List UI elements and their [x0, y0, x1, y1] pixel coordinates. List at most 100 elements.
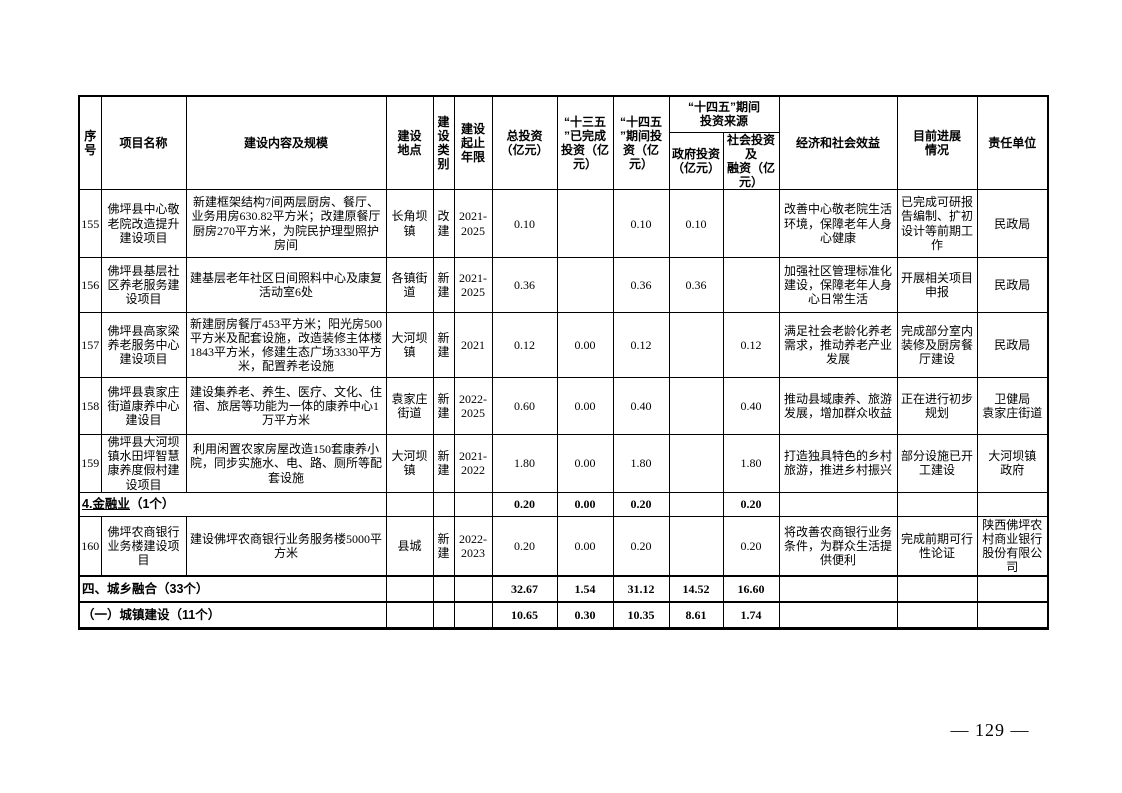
cell-progress: 已完成可研报告编制、扩初设计等前期工作 [896, 189, 978, 259]
cell-gov [668, 377, 724, 436]
cell-category: 新 建 [432, 312, 455, 379]
header-14th-source-group: “十四五”期间 投资来源 [668, 95, 780, 133]
cell-invest14: 0.10 [612, 189, 670, 259]
cell-content: 建设集养老、养生、医疗、文化、住宿、旅居等功能为一体的康养中心1万平方米 [185, 377, 387, 436]
cell-years: 2021- 2025 [453, 189, 493, 259]
cell-done13: 0.00 [556, 377, 614, 436]
cell-gov [668, 491, 724, 517]
section-label-count: （1个） [129, 496, 175, 511]
cell-progress: 部分设施已开工建设 [896, 434, 978, 493]
cell-benefit: 改善中心敬老院生活环境，保障老年人身心健康 [778, 189, 898, 259]
cell-gov [668, 312, 724, 379]
cell-unit: 陕西佛坪农村商业银行股份有限公司 [976, 515, 1049, 577]
project-table: 序 号 项目名称 建设内容及规模 建设 地点 建 设 类 别 建设 起止 年限 … [78, 95, 1049, 630]
cell-seq: 155 [78, 189, 102, 259]
cell-empty [432, 601, 455, 629]
table-row: 157 佛坪县高家梁养老服务中心建设项目 新建厨房餐厅453平方米；阳光房500… [78, 312, 1049, 379]
cell-project-name: 佛坪县中心敬老院改造提升建设项目 [100, 189, 187, 259]
cell-project-name: 佛坪县高家梁养老服务中心建设项目 [100, 312, 187, 379]
header-years: 建设 起止 年限 [453, 95, 493, 191]
cell-social: 0.40 [722, 377, 780, 436]
cell-empty [385, 575, 434, 603]
cell-gov [668, 515, 724, 577]
header-gov-investment: 政府投资 （亿元） [668, 131, 724, 191]
cell-seq: 158 [78, 377, 102, 436]
cell-seq: 160 [78, 515, 102, 577]
cell-category: 新 建 [432, 257, 455, 314]
summary-row-town-construction: （一）城镇建设（11个） 10.65 0.30 10.35 8.61 1.74 [78, 601, 1049, 629]
cell-empty [432, 491, 455, 517]
cell-empty [453, 601, 493, 629]
cell-social: 16.60 [722, 575, 780, 603]
cell-social [722, 257, 780, 314]
cell-done13: 0.30 [556, 601, 614, 629]
cell-project-name: 佛坪县大河坝镇水田坪智慧康养度假村建设项目 [100, 434, 187, 493]
cell-empty [778, 601, 898, 629]
cell-unit: 卫健局 袁家庄街道 [976, 377, 1049, 436]
cell-content: 建设佛坪农商银行业务服务楼5000平方米 [185, 515, 387, 577]
cell-done13 [556, 257, 614, 314]
cell-benefit: 满足社会老龄化养老需求，推动养老产业发展 [778, 312, 898, 379]
table-row: 156 佛坪县基层社区养老服务建设项目 建基层老年社区日间照料中心及康复活动室6… [78, 257, 1049, 314]
cell-invest14: 10.35 [612, 601, 670, 629]
cell-total: 0.36 [491, 257, 558, 314]
cell-content: 建基层老年社区日间照料中心及康复活动室6处 [185, 257, 387, 314]
cell-progress: 完成部分室内装修及厨房餐厅建设 [896, 312, 978, 379]
cell-total: 10.65 [491, 601, 558, 629]
header-progress: 目前进展 情况 [896, 95, 978, 191]
cell-invest14: 0.40 [612, 377, 670, 436]
cell-invest14: 0.12 [612, 312, 670, 379]
cell-invest14: 0.20 [612, 491, 670, 517]
header-location: 建设 地点 [385, 95, 434, 191]
cell-total: 32.67 [491, 575, 558, 603]
cell-empty [976, 575, 1049, 603]
cell-unit: 民政局 [976, 312, 1049, 379]
cell-total: 0.10 [491, 189, 558, 259]
cell-years: 2021 [453, 312, 493, 379]
cell-social: 0.20 [722, 515, 780, 577]
table-row: 155 佛坪县中心敬老院改造提升建设项目 新建框架结构7间两层厨房、餐厅、业务用… [78, 189, 1049, 259]
cell-empty [453, 491, 493, 517]
cell-empty [778, 491, 898, 517]
cell-location: 长角坝镇 [385, 189, 434, 259]
cell-category: 新 建 [432, 377, 455, 436]
cell-social: 1.74 [722, 601, 780, 629]
cell-done13: 0.00 [556, 312, 614, 379]
cell-progress: 正在进行初步规划 [896, 377, 978, 436]
page-number: — 129 — [950, 720, 1030, 740]
cell-content: 新建框架结构7间两层厨房、餐厅、业务用房630.82平方米；改建原餐厅厨房270… [185, 189, 387, 259]
cell-done13: 0.00 [556, 434, 614, 493]
cell-location: 各镇街道 [385, 257, 434, 314]
table-row: 158 佛坪县袁家庄街道康养中心建设目 建设集养老、养生、医疗、文化、住宿、旅居… [78, 377, 1049, 436]
cell-total: 0.20 [491, 491, 558, 517]
table-header-row-1: 序 号 项目名称 建设内容及规模 建设 地点 建 设 类 别 建设 起止 年限 … [78, 95, 1049, 191]
cell-years: 2021- 2022 [453, 434, 493, 493]
header-project-name: 项目名称 [100, 95, 187, 191]
cell-benefit: 打造独具特色的乡村旅游，推进乡村振兴 [778, 434, 898, 493]
cell-empty [976, 491, 1049, 517]
cell-years: 2021- 2025 [453, 257, 493, 314]
cell-seq: 157 [78, 312, 102, 379]
summary-row-urban-rural: 四、城乡融合（33个） 32.67 1.54 31.12 14.52 16.60 [78, 575, 1049, 603]
cell-seq: 159 [78, 434, 102, 493]
cell-invest14: 1.80 [612, 434, 670, 493]
cell-empty [385, 601, 434, 629]
cell-empty [432, 575, 455, 603]
cell-total: 0.60 [491, 377, 558, 436]
cell-gov: 0.10 [668, 189, 724, 259]
cell-unit: 民政局 [976, 257, 1049, 314]
cell-section-label: 四、城乡融合（33个） [78, 575, 387, 603]
cell-location: 大河坝镇 [385, 312, 434, 379]
header-total-investment: 总投资 （亿元） [491, 95, 558, 191]
cell-project-name: 佛坪县袁家庄街道康养中心建设目 [100, 377, 187, 436]
header-social-investment: 社会投资及 融资（亿 元） [722, 131, 780, 191]
cell-done13: 1.54 [556, 575, 614, 603]
cell-social: 0.20 [722, 491, 780, 517]
header-14th-investment: “十四五 ”期间投 资（亿 元） [612, 95, 670, 191]
cell-invest14: 0.20 [612, 515, 670, 577]
header-13th-completed: “十三五 ”已完成 投资（亿 元） [556, 95, 614, 191]
cell-category: 新 建 [432, 434, 455, 493]
cell-section-label: （一）城镇建设（11个） [78, 601, 387, 629]
cell-empty [385, 491, 434, 517]
